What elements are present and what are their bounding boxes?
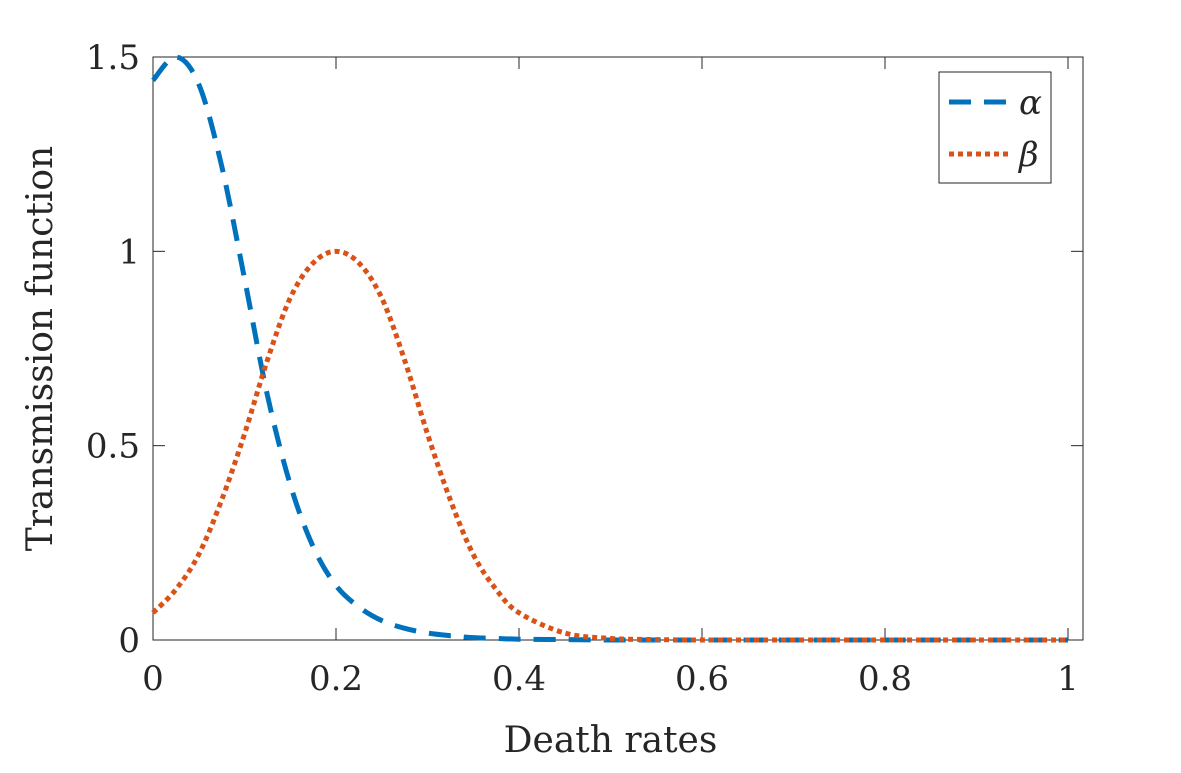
y-tick-label: 1 [118, 232, 140, 272]
x-tick-label: 0.6 [675, 659, 729, 699]
x-axis-title: Death rates [504, 720, 718, 761]
legend-label-2: β [1017, 135, 1039, 175]
x-tick-label: 0 [142, 659, 164, 699]
legend-box [938, 71, 1052, 184]
y-tick-label: 0 [118, 621, 140, 661]
y-axis-title: Transmission function [20, 146, 61, 551]
series-line-1 [151, 54, 1068, 643]
legend: αβ [938, 71, 1052, 184]
x-tick-label: 0.2 [309, 659, 363, 699]
x-tick-label: 0.8 [858, 659, 912, 699]
x-tick-label: 1 [1057, 659, 1079, 699]
axes-layer: 0 0.2 0.4 0.6 0.8 1 0 0.5 1 1.5 Death rates Transmi… [20, 38, 1084, 761]
y-tick-label: 0.5 [86, 427, 140, 467]
y-tick-label: 1.5 [86, 38, 140, 78]
legend-label-1: α [1019, 83, 1042, 123]
x-tick-label: 0.4 [492, 659, 546, 699]
series-layer [151, 54, 1068, 643]
series-line-2 [151, 248, 1068, 643]
